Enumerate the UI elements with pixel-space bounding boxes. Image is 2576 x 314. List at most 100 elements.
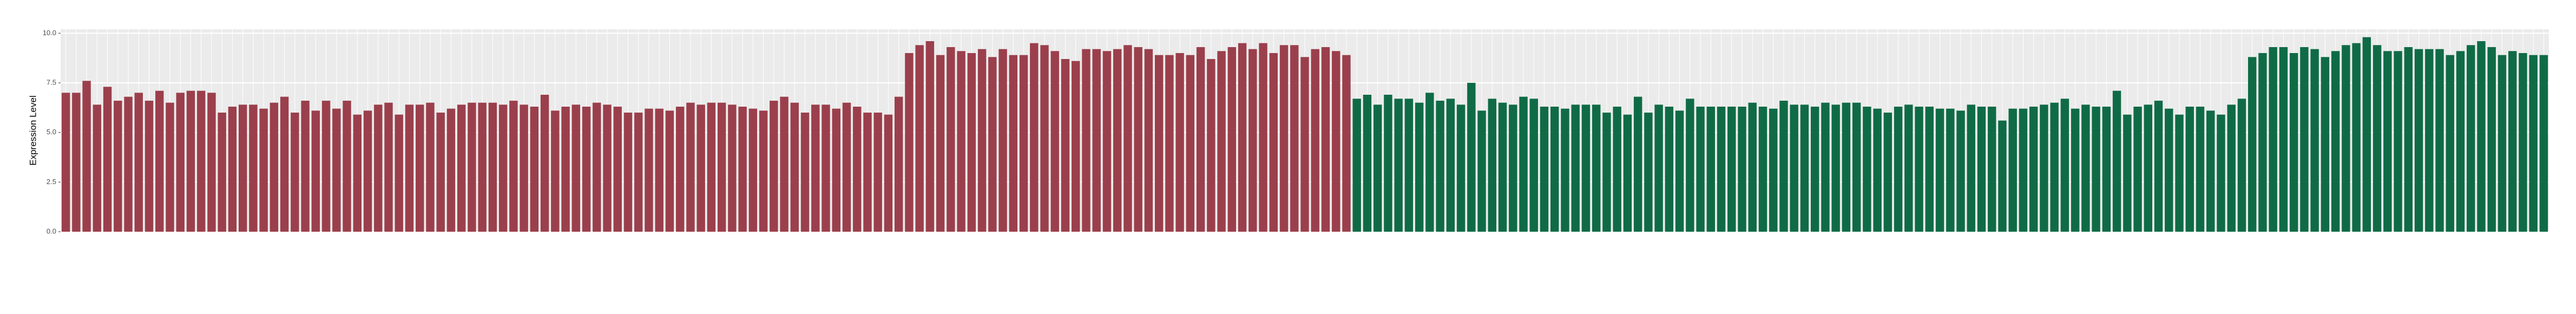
bar xyxy=(655,108,663,232)
bar xyxy=(1373,104,1382,232)
y-tick-label: 7.5 xyxy=(47,78,56,86)
bar xyxy=(1581,104,1591,232)
y-axis-title: Expression Level xyxy=(28,95,38,165)
bar xyxy=(832,108,840,232)
bar xyxy=(2237,99,2246,232)
bar xyxy=(301,101,310,232)
bar xyxy=(1509,104,1517,232)
bar xyxy=(1009,55,1018,232)
bar xyxy=(1217,51,1226,232)
bar xyxy=(1675,110,1684,232)
bar xyxy=(1956,110,1965,232)
bar xyxy=(853,107,862,232)
bar xyxy=(228,107,237,232)
bar xyxy=(1363,95,1372,232)
bar xyxy=(2373,45,2382,232)
bar xyxy=(1290,45,1299,232)
bar xyxy=(2404,47,2413,232)
bar xyxy=(634,113,643,232)
bar xyxy=(1540,107,1549,232)
bar xyxy=(1186,55,1195,232)
bar xyxy=(1873,108,1882,232)
bar xyxy=(675,107,685,232)
bar xyxy=(2029,107,2038,232)
bar xyxy=(2185,107,2194,232)
bar xyxy=(1842,102,1851,232)
bar xyxy=(1831,104,1840,232)
bar xyxy=(1092,49,1101,232)
bar xyxy=(2217,114,2225,232)
bar xyxy=(1727,107,1736,232)
bar xyxy=(1248,49,1257,232)
bar xyxy=(1769,108,1778,232)
bar xyxy=(176,93,185,232)
bar xyxy=(967,53,976,232)
bar xyxy=(2342,45,2350,232)
bar xyxy=(1894,107,1903,232)
bar xyxy=(82,81,91,232)
bar xyxy=(61,93,70,232)
bar xyxy=(1717,107,1726,232)
bar xyxy=(1915,107,1923,232)
bar xyxy=(998,49,1007,232)
bar xyxy=(1144,49,1153,232)
bar xyxy=(1019,55,1028,232)
bar xyxy=(707,102,716,232)
bar xyxy=(416,104,424,232)
bar xyxy=(540,95,549,232)
bar xyxy=(144,101,154,232)
bar xyxy=(1352,99,1361,232)
bar xyxy=(800,113,810,232)
bar xyxy=(2487,47,2496,232)
bar xyxy=(1394,99,1403,232)
bar xyxy=(1654,104,1663,232)
bar xyxy=(1488,99,1496,232)
bar xyxy=(770,101,778,232)
bar xyxy=(520,104,528,232)
bar xyxy=(1456,104,1466,232)
bar xyxy=(1238,43,1247,232)
bar xyxy=(2425,49,2434,232)
bar xyxy=(1623,114,1632,232)
bar xyxy=(728,104,737,232)
bar xyxy=(457,104,466,232)
bar xyxy=(1800,104,1809,232)
bar xyxy=(218,113,226,232)
bar xyxy=(1342,55,1351,232)
bar xyxy=(1561,108,1569,232)
bar xyxy=(2269,47,2277,232)
bar xyxy=(1040,45,1049,232)
bar xyxy=(321,101,331,232)
bar xyxy=(1988,107,1996,232)
bar xyxy=(1571,104,1580,232)
bar xyxy=(2123,114,2132,232)
bar xyxy=(2300,47,2309,232)
bar xyxy=(1529,99,1538,232)
bar xyxy=(759,110,768,232)
bar xyxy=(2206,110,2215,232)
bar xyxy=(1644,113,1653,232)
bar xyxy=(72,93,81,232)
bar xyxy=(1738,107,1746,232)
bar xyxy=(1436,101,1444,232)
bar xyxy=(197,90,206,232)
bar xyxy=(436,113,445,232)
bar xyxy=(1706,107,1715,232)
bar xyxy=(2279,47,2288,232)
bar xyxy=(343,101,351,232)
bar xyxy=(207,93,216,232)
bar xyxy=(1415,102,1424,232)
bar xyxy=(2456,51,2465,232)
bar xyxy=(1311,49,1319,232)
bar xyxy=(1061,59,1070,232)
bar xyxy=(291,113,299,232)
bar xyxy=(748,108,758,232)
bar xyxy=(863,113,872,232)
bar xyxy=(1935,108,1944,232)
bar xyxy=(1165,55,1174,232)
bar xyxy=(1113,49,1122,232)
bar xyxy=(353,114,362,232)
bar xyxy=(446,108,456,232)
bar xyxy=(1030,43,1039,232)
